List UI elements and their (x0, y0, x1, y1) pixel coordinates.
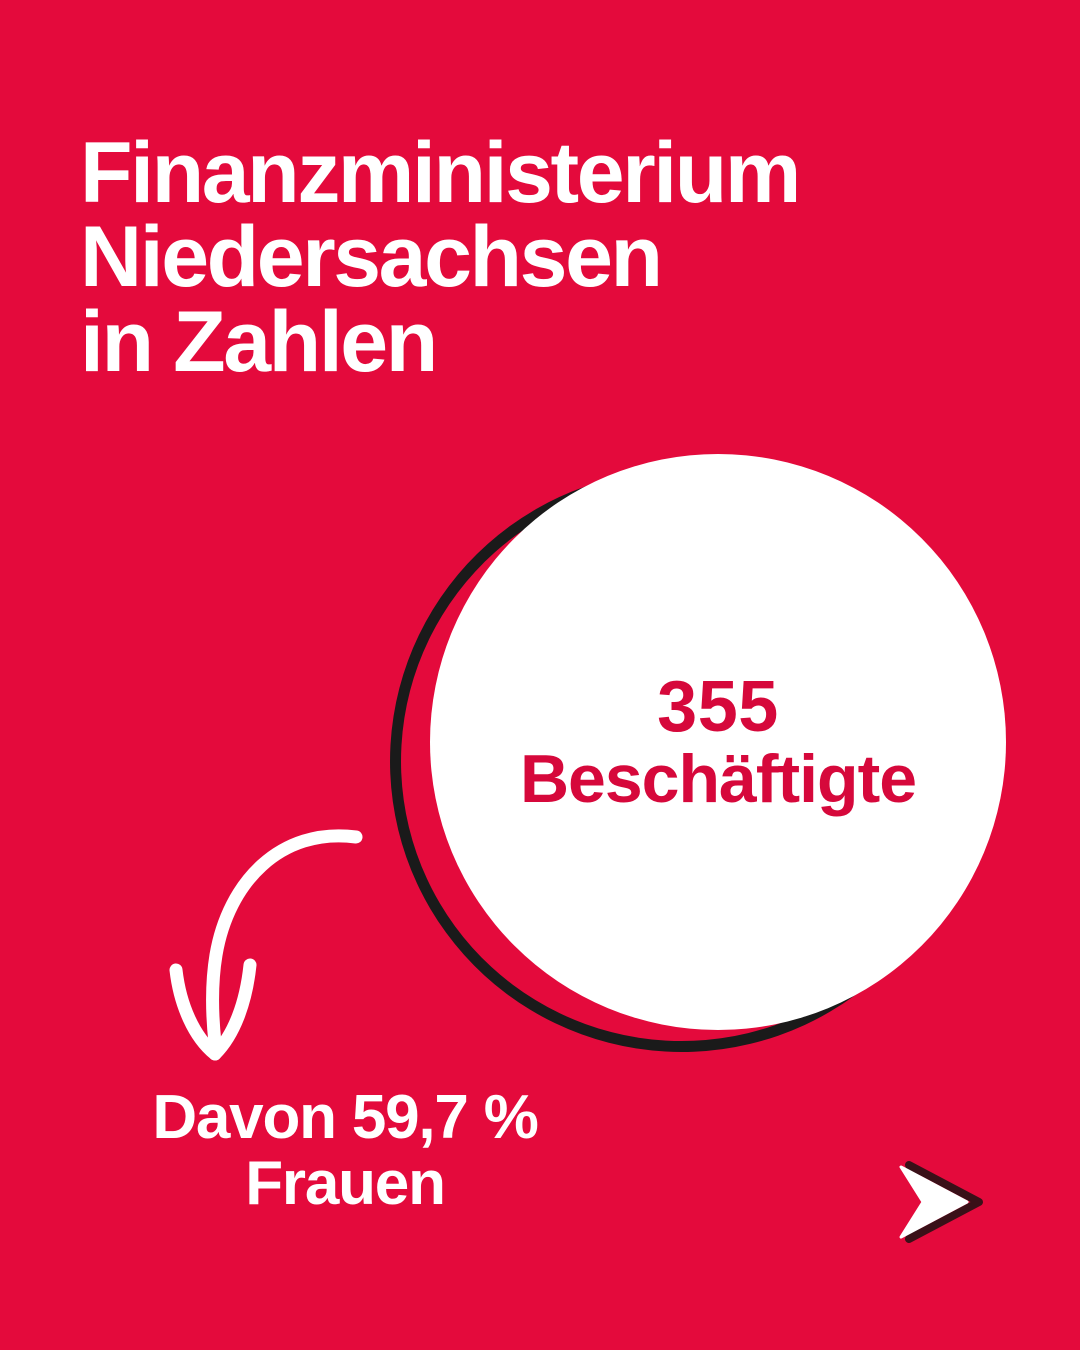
stat-number: 355 (657, 667, 779, 747)
page-title: Finanzministerium Niedersachsen in Zahle… (80, 125, 801, 390)
stat-circle-content: 355 Beschäftigte (430, 454, 1006, 1030)
next-arrow-icon[interactable] (893, 1155, 988, 1250)
stat-circle: 355 Beschäftigte (352, 432, 1022, 1090)
stat-label: Beschäftigte (519, 741, 917, 817)
circle-white-disc (430, 454, 1006, 1030)
curved-arrow-icon (160, 805, 410, 1075)
caption-text: Davon 59,7 % Frauen (152, 1083, 539, 1219)
